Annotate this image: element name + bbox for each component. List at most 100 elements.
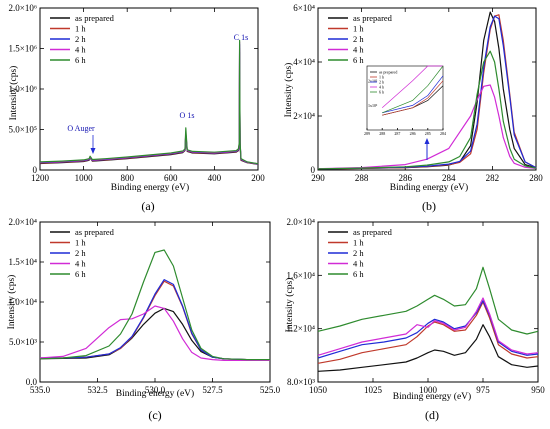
inset-pointer-arrowhead (424, 138, 430, 144)
x-tick-label: 525.0 (260, 385, 281, 395)
legend-label: 6 h (353, 55, 364, 65)
plot-frame (317, 7, 537, 171)
legend-label: as prepared (75, 227, 115, 237)
y-tick-label: 2×10⁴ (293, 111, 315, 121)
legend-label: 2 h (75, 34, 86, 44)
y-tick-label: 5.0×10³ (9, 337, 37, 347)
inset-legend-label: 1 h (379, 75, 384, 80)
inset-x-tick-label: 284 (440, 131, 446, 136)
x-tick-label: 975 (476, 385, 490, 395)
y-tick-label: 1.0×10⁶ (9, 84, 37, 94)
y-tick-label: 5.0×10⁵ (9, 125, 37, 135)
x-tick-label: 200 (251, 173, 265, 183)
legend-label: 4 h (75, 45, 86, 55)
x-axis-label-c: Binding energy (eV) (116, 388, 194, 399)
legend-label: 1 h (75, 238, 86, 248)
y-tick-label: 2.0×10⁶ (9, 3, 37, 13)
panel-b: 290 288 286 284 282 280 0 2×10⁴ 4×10⁴ 6×10⁴ Inten… (283, 3, 543, 213)
plot-area-b: 290 288 286 284 282 280 0 2×10⁴ 4×10⁴ 6×10⁴ (293, 3, 543, 183)
x-tick-label: 1025 (364, 385, 383, 395)
legend-label: 6 h (75, 55, 86, 65)
legend-label: 1 h (353, 238, 364, 248)
legend-label: 2 h (75, 248, 86, 258)
inset-series-line (382, 75, 444, 114)
legend-label: 6 h (75, 269, 86, 279)
panel-label-d: (d) (425, 408, 439, 422)
legend-label: 4 h (353, 45, 364, 55)
series-line-4-h (317, 297, 539, 356)
inset-plot-area (381, 65, 444, 116)
inset-series-line (381, 65, 443, 109)
y-tick-label: 2.0×10⁴ (9, 217, 37, 227)
x-tick-label: 282 (486, 173, 500, 183)
y-tick-label: 0 (311, 165, 316, 175)
series-line-6-h (39, 249, 270, 361)
x-tick-label: 286 (398, 173, 412, 183)
inset-x-tick-label: 288 (379, 131, 385, 136)
inset-legend-label: 6 h (379, 90, 384, 95)
x-tick-label: 800 (120, 173, 134, 183)
legend-label: as prepared (353, 13, 393, 23)
y-tick-label: 1.6×10⁴ (287, 270, 315, 280)
legend-label: 2 h (353, 248, 364, 258)
inset-legend-label: as prepared (379, 70, 397, 75)
series-line-6-h (317, 266, 539, 335)
legend-label: as prepared (353, 227, 393, 237)
y-tick-label: 1.5×10⁴ (9, 257, 37, 267)
inset-legend-label: 2 h (379, 80, 384, 85)
inset-series-line (382, 80, 444, 116)
inset-b: 289 288 287 286 285 284 1x10³ 2x10³ as prepared… (364, 65, 446, 136)
y-tick-label: 1.5×10⁶ (9, 44, 37, 54)
x-tick-label: 535.0 (30, 385, 51, 395)
legend-label: 6 h (353, 269, 364, 279)
x-tick-label: 400 (208, 173, 222, 183)
legend-label: 2 h (353, 34, 364, 44)
x-tick-label: 1000 (419, 385, 438, 395)
inset-x-tick-label: 287 (394, 131, 400, 136)
x-axis-label-a: Binding energy (eV) (111, 182, 189, 193)
panel-label-a: (a) (141, 199, 154, 213)
legend-label: as prepared (75, 13, 115, 23)
inset-x-tick-label: 285 (425, 131, 431, 136)
inset-x-tick-label: 289 (364, 131, 370, 136)
inset-y-tick-label: 2x10³ (368, 78, 378, 83)
y-tick-label: 0.0 (26, 377, 38, 387)
panel-d: 1050 1025 1000 975 950 8.0×10³ 1.2×10⁴ 1.6×10⁴ 2… (284, 217, 545, 422)
y-tick-label: 2.0×10⁴ (287, 217, 315, 227)
series-line-6-h (39, 39, 259, 165)
x-tick-label: 950 (531, 385, 545, 395)
x-tick-label: 527.5 (202, 385, 223, 395)
series-line-4-h (39, 305, 270, 361)
x-tick-label: 288 (355, 173, 369, 183)
series-line-4-h (317, 84, 537, 170)
x-tick-label: 284 (442, 173, 456, 183)
series-line-2-h (317, 300, 539, 359)
y-axis-label-d: Intensity (cps) (284, 278, 295, 333)
series-line-as-prepared (317, 324, 539, 372)
x-tick-label: 290 (311, 173, 325, 183)
y-tick-label: 6×10⁴ (293, 3, 315, 13)
series-line-1-h (317, 301, 539, 364)
legend-label: 4 h (75, 259, 86, 269)
plot-area-a: 1200 1000 800 600 400 200 0 5.0×10⁵ 1.0×10⁶ 1.5×1… (9, 3, 266, 183)
series-line-2-h (317, 15, 537, 170)
x-tick-label: 530.0 (145, 385, 166, 395)
y-axis-label-c: Intensity (cps) (6, 275, 17, 330)
y-tick-label: 4×10⁴ (293, 57, 315, 67)
inset-series-line (382, 65, 444, 114)
legend-label: 1 h (353, 24, 364, 34)
inset-ticks: 289 288 287 286 285 284 1x10³ 2x10³ (364, 78, 446, 136)
panel-c: 535.0 532.5 530.0 527.5 525.0 0.0 5.0×10³ 1.0×1… (6, 217, 281, 422)
legend-label: 1 h (75, 24, 86, 34)
y-tick-label: 0 (33, 165, 38, 175)
x-tick-label: 1200 (31, 173, 50, 183)
plot-area-d: 1050 1025 1000 975 950 8.0×10³ 1.2×10⁴ 1.6×10⁴ 2… (287, 217, 546, 395)
inset-y-tick-label: 1x10³ (368, 103, 378, 108)
series-line-6-h (317, 50, 537, 170)
inset-x-tick-label: 286 (410, 131, 416, 136)
panel-label-b: (b) (422, 199, 436, 213)
